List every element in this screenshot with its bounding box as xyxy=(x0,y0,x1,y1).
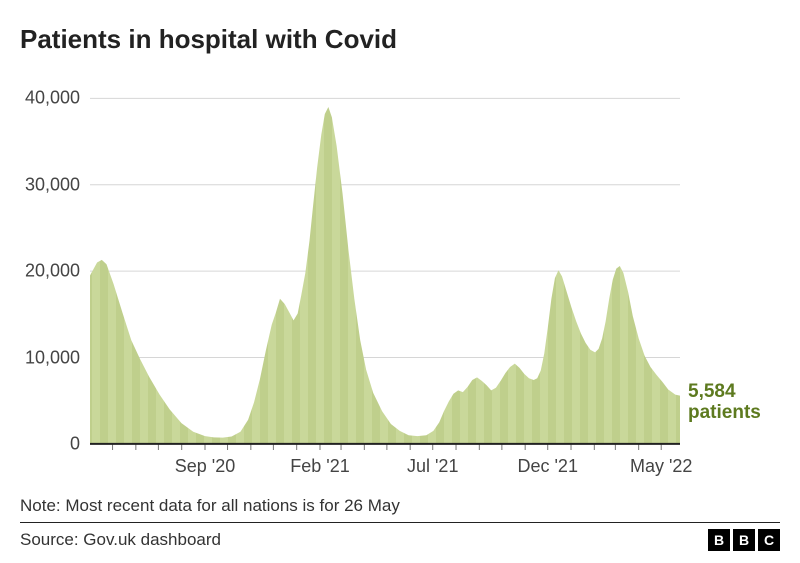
x-tick-label: Dec '21 xyxy=(517,456,577,477)
logo-letter: B xyxy=(733,529,755,551)
logo-letter: C xyxy=(758,529,780,551)
chart-title: Patients in hospital with Covid xyxy=(20,24,780,55)
chart-wrap: 010,00020,00030,00040,0005,584patients xyxy=(20,73,780,450)
chart-container: Patients in hospital with Covid 0 10,000 2… xyxy=(0,0,800,563)
y-tick-label: 0 xyxy=(22,433,80,454)
y-tick-label: 30,000 xyxy=(22,174,80,195)
y-tick-label: 20,000 xyxy=(22,261,80,282)
callout-label: 5,584patients xyxy=(688,381,761,425)
source-text: Source: Gov.uk dashboard xyxy=(20,530,221,550)
logo-letter: B xyxy=(708,529,730,551)
y-tick-label: 40,000 xyxy=(22,88,80,109)
chart-area: 010,00020,00030,00040,0005,584patients xyxy=(20,73,780,450)
x-axis-labels: Sep '20Feb '21Jul '21Dec '21May '22 xyxy=(90,450,680,478)
y-tick-label: 10,000 xyxy=(22,347,80,368)
chart-svg xyxy=(20,73,780,450)
note-text: Note: Most recent data for all nations i… xyxy=(20,488,780,523)
x-tick-label: Feb '21 xyxy=(290,456,349,477)
area-series xyxy=(90,107,680,444)
x-tick-label: May '22 xyxy=(630,456,692,477)
x-tick-label: Sep '20 xyxy=(175,456,236,477)
bbc-logo: B B C xyxy=(708,529,780,551)
footer: Note: Most recent data for all nations i… xyxy=(20,488,780,551)
source-row: Source: Gov.uk dashboard B B C xyxy=(20,523,780,551)
x-tick-label: Jul '21 xyxy=(407,456,458,477)
